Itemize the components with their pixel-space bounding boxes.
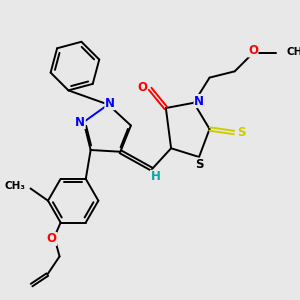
- Text: O: O: [248, 44, 258, 57]
- Text: S: S: [238, 126, 246, 139]
- Text: CH₃: CH₃: [286, 47, 300, 57]
- Text: N: N: [75, 116, 85, 128]
- Text: S: S: [196, 158, 204, 171]
- Text: O: O: [46, 232, 56, 245]
- Text: N: N: [194, 94, 204, 107]
- Text: CH₃: CH₃: [4, 181, 25, 191]
- Text: N: N: [105, 97, 115, 110]
- Text: H: H: [150, 170, 160, 183]
- Text: O: O: [137, 81, 147, 94]
